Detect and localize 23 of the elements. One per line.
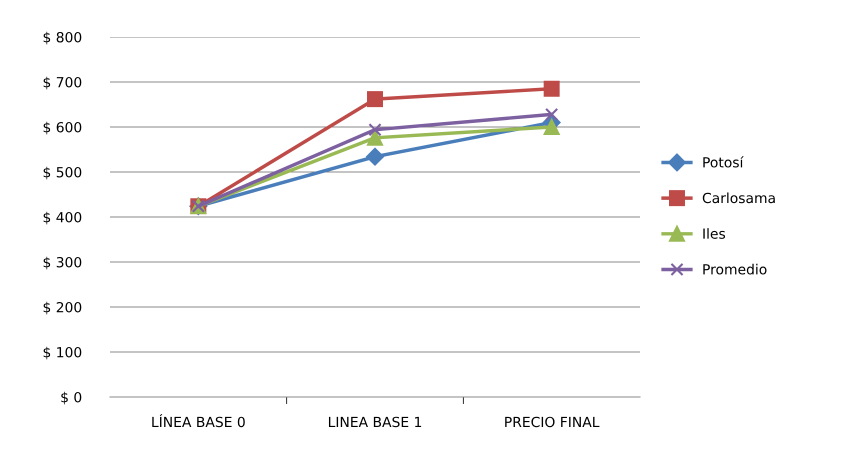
point (544, 80, 560, 97)
y-tick-label: $ 800 (44, 32, 82, 44)
point (367, 91, 383, 108)
legend-label: Carlosama (702, 192, 775, 204)
legend-label: Potosí (703, 156, 744, 168)
legend-label: Iles (703, 228, 726, 239)
y-tick-label: $ 500 (44, 166, 82, 180)
point (367, 130, 383, 146)
x-tick-label: LÍNEA BASE 0 (152, 414, 245, 428)
y-tick-label: $ 400 (44, 212, 82, 224)
y-tick-label: $ 200 (44, 302, 82, 314)
x-tick-label: PRECIO FINAL (505, 416, 600, 428)
legend-label: Promedio (703, 264, 767, 275)
y-tick-label: $ 0 (61, 392, 82, 404)
point (366, 148, 384, 166)
y-tick-label: $ 600 (44, 122, 82, 134)
y-tick-label: $ 100 (44, 346, 82, 360)
y-tick-label: $ 700 (44, 76, 82, 90)
point (545, 108, 558, 121)
y-tick-label: $ 300 (44, 256, 82, 270)
point (544, 119, 560, 135)
x-tick-label: LINEA BASE 1 (328, 416, 422, 428)
point (368, 123, 382, 136)
